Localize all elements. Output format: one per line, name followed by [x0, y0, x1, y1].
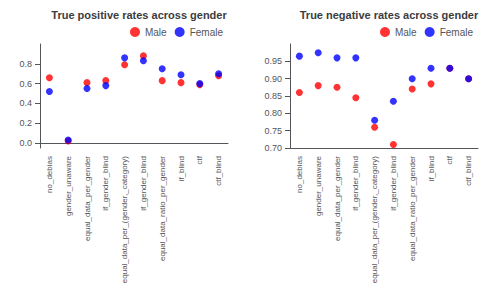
- svg-text:0.80: 0.80: [264, 108, 282, 118]
- svg-text:0.90: 0.90: [264, 74, 282, 84]
- svg-text:0.95: 0.95: [264, 56, 282, 66]
- svg-text:Male: Male: [395, 27, 417, 38]
- svg-text:0.2: 0.2: [19, 118, 32, 128]
- svg-text:True positive rates across gen: True positive rates across gender: [51, 9, 227, 21]
- svg-text:0.0: 0.0: [19, 138, 32, 148]
- svg-text:if_blind: if_blind: [427, 156, 436, 181]
- svg-text:equal_data_per_(gender,_catego: equal_data_per_(gender,_category): [370, 156, 379, 284]
- svg-text:ctf_blind: ctf_blind: [464, 156, 473, 186]
- svg-text:0.85: 0.85: [264, 91, 282, 101]
- svg-text:0.4: 0.4: [19, 98, 32, 108]
- svg-text:if_gender_blind: if_gender_blind: [139, 156, 148, 211]
- svg-text:equal_data_ratio_per_gender: equal_data_ratio_per_gender: [158, 156, 167, 261]
- svg-text:gender_unaware: gender_unaware: [64, 155, 73, 216]
- svg-text:no_debias: no_debias: [295, 156, 304, 193]
- svg-text:Female: Female: [440, 27, 474, 38]
- svg-text:if_gender_blind: if_gender_blind: [351, 156, 360, 211]
- svg-text:if_gender_blind: if_gender_blind: [101, 156, 110, 211]
- svg-text:ctf: ctf: [445, 155, 454, 164]
- svg-text:equal_data_ratio_per_gender: equal_data_ratio_per_gender: [408, 156, 417, 261]
- svg-text:Male: Male: [145, 27, 167, 38]
- svg-text:equal_data_per_gender: equal_data_per_gender: [333, 156, 342, 241]
- svg-text:0.70: 0.70: [264, 143, 282, 153]
- svg-text:0.6: 0.6: [19, 79, 32, 89]
- svg-text:True negative rates across gen: True negative rates across gender: [300, 9, 479, 21]
- svg-text:ctf: ctf: [195, 155, 204, 164]
- svg-text:gender_unaware: gender_unaware: [314, 155, 323, 216]
- svg-text:if_blind: if_blind: [177, 156, 186, 181]
- svg-text:no_debias: no_debias: [45, 156, 54, 193]
- svg-text:Female: Female: [190, 27, 224, 38]
- svg-text:if_gender_blind: if_gender_blind: [389, 156, 398, 211]
- svg-text:equal_data_per_(gender,_catego: equal_data_per_(gender,_category): [120, 156, 129, 284]
- svg-text:0.75: 0.75: [264, 126, 282, 136]
- svg-text:ctf_blind: ctf_blind: [214, 156, 223, 186]
- svg-text:equal_data_per_gender: equal_data_per_gender: [83, 156, 92, 241]
- svg-text:0.8: 0.8: [19, 59, 32, 69]
